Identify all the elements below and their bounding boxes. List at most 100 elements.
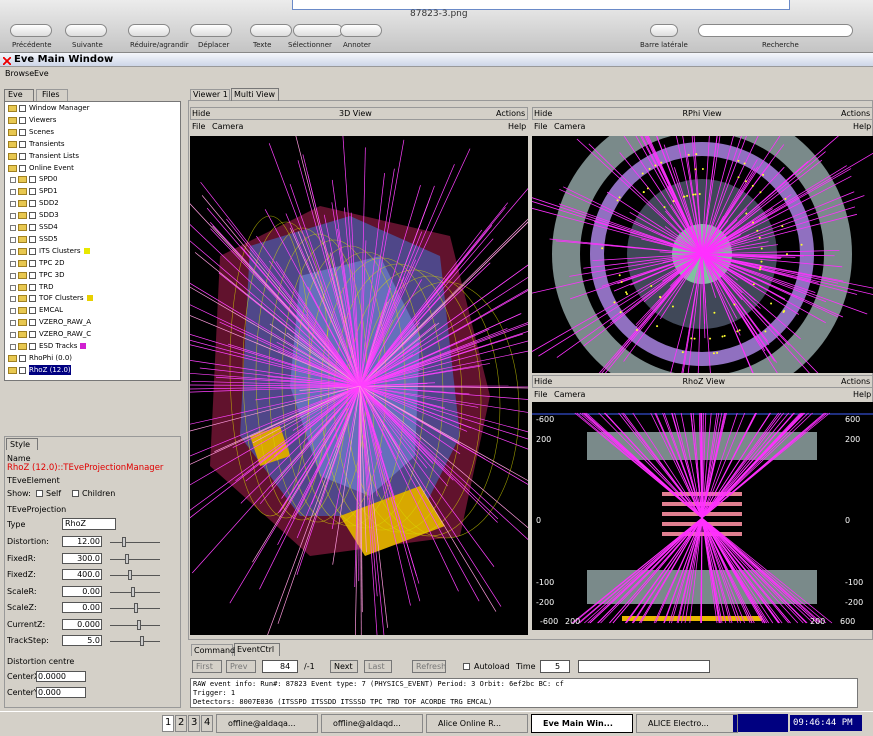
checkbox [29, 200, 36, 208]
expander [10, 225, 16, 231]
track [606, 191, 703, 255]
track [701, 136, 721, 255]
cluster [745, 212, 748, 215]
tab [231, 88, 279, 101]
cluster [721, 335, 724, 338]
track [275, 261, 361, 387]
track [191, 385, 361, 574]
expander [10, 248, 16, 255]
label: Children [82, 489, 116, 498]
track [200, 181, 361, 387]
field-value: 300.0 [77, 553, 100, 563]
object-name: RhoZ (12.0)::TEveProjectionManager [7, 463, 164, 473]
track [669, 253, 703, 287]
track [532, 197, 703, 255]
track [190, 385, 361, 393]
track [359, 225, 493, 387]
toolbar-label: Suivante [72, 41, 103, 49]
track [641, 238, 703, 255]
checkbox [19, 116, 26, 124]
track [359, 385, 378, 597]
track [701, 412, 746, 519]
track [701, 253, 738, 281]
cluster [625, 292, 628, 295]
checkbox [29, 331, 36, 339]
toolbar-button [250, 24, 292, 37]
checkbox [19, 152, 26, 160]
tree-label: RhoZ (12.0) [29, 364, 71, 375]
wire-frame [320, 257, 444, 531]
track [359, 385, 454, 481]
track [701, 412, 712, 519]
track [701, 213, 858, 255]
field-value: 12.00 [77, 537, 100, 546]
track [297, 231, 361, 387]
cluster [687, 153, 690, 156]
checkbox [29, 176, 36, 184]
folder-icon [8, 152, 17, 160]
track [621, 412, 703, 519]
track [701, 412, 795, 519]
track [268, 260, 361, 387]
field-label: FixedZ: [7, 570, 36, 579]
track [285, 213, 361, 387]
track [701, 250, 840, 255]
checkbox [19, 366, 26, 374]
track [675, 136, 703, 255]
track [292, 385, 361, 520]
track [586, 412, 703, 519]
track [191, 380, 361, 387]
slider [110, 641, 160, 642]
track [359, 147, 366, 387]
field-label: FixedR: [7, 553, 36, 563]
toolbar-button [190, 24, 232, 37]
task-label: offline@aldaqd... [333, 719, 401, 728]
track [256, 235, 361, 387]
track [308, 385, 361, 429]
section: TEveProjection [7, 505, 67, 514]
folder-icon [8, 105, 17, 112]
cluster [737, 176, 740, 179]
tree-label: SPD1 [39, 187, 58, 196]
tree-label: SSD5 [39, 234, 58, 243]
tree-label: SPD0 [39, 175, 58, 184]
axis-label: 600 [840, 617, 856, 626]
track [241, 246, 361, 387]
number-field [62, 585, 102, 597]
field-value: 0.0000 [38, 672, 66, 681]
folder-icon [8, 140, 17, 148]
emcal [340, 486, 445, 556]
first-button [192, 660, 222, 673]
label: Name [7, 454, 31, 463]
track [635, 136, 703, 255]
cluster [781, 225, 784, 228]
track [359, 385, 528, 389]
track [701, 517, 833, 624]
track [614, 253, 703, 360]
cluster [648, 167, 651, 170]
track [701, 191, 855, 255]
track [701, 517, 791, 624]
app-title: Eve Main Window [14, 54, 114, 65]
desktop-button [162, 715, 174, 732]
track [701, 168, 852, 255]
cluster [618, 196, 621, 199]
number-field [62, 536, 102, 547]
track [701, 234, 742, 255]
label: Show: [7, 489, 31, 498]
tab [4, 89, 34, 101]
cluster [671, 305, 674, 308]
track [623, 136, 703, 255]
track [354, 385, 361, 588]
hide-button: Hide [534, 109, 553, 118]
time-value: 5 [555, 662, 561, 671]
view-title: RPhi View [682, 109, 722, 118]
track [359, 385, 528, 529]
expander [10, 177, 16, 184]
sidebar-button [650, 24, 678, 37]
track [619, 152, 703, 255]
cluster [613, 301, 616, 304]
file-title: 87823-3.png [410, 9, 468, 19]
track [201, 195, 361, 387]
field-label: ScaleR: [7, 586, 37, 596]
